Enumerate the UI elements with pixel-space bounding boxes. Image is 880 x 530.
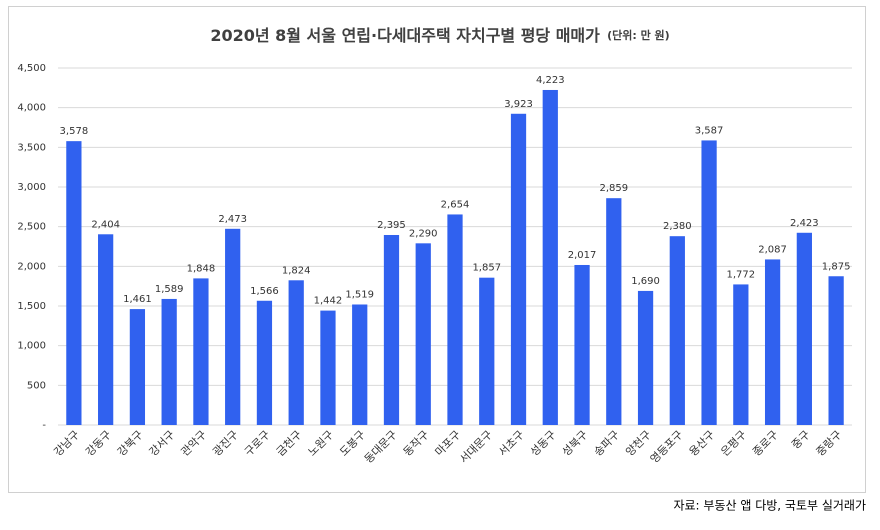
- value-label: 1,690: [631, 276, 660, 287]
- value-label: 2,404: [91, 219, 120, 230]
- bar: [447, 214, 463, 425]
- bar: [733, 284, 749, 425]
- chart-title: 2020년 8월 서울 연립·다세대주택 자치구별 평당 매매가 (단위: 만 …: [210, 26, 669, 45]
- bar: [256, 300, 273, 425]
- bar: [479, 277, 495, 425]
- bar: [669, 236, 685, 425]
- bar: [129, 309, 146, 425]
- chart-frame: [8, 6, 866, 493]
- value-label: 1,857: [472, 263, 501, 274]
- value-label: 1,566: [250, 286, 279, 297]
- value-label: 3,923: [504, 99, 533, 110]
- y-tick-label: 4,000: [17, 103, 46, 114]
- bar: [764, 259, 781, 425]
- value-label: 2,395: [377, 220, 406, 231]
- value-label: 2,654: [441, 199, 470, 210]
- bar: [796, 232, 812, 425]
- value-label: 1,772: [727, 269, 756, 280]
- value-label: 2,380: [663, 221, 692, 232]
- value-label: 1,461: [123, 294, 152, 305]
- bar: [606, 198, 622, 425]
- bar: [66, 141, 82, 426]
- bar: [225, 228, 241, 425]
- bar: [828, 276, 844, 425]
- bar: [352, 304, 368, 425]
- bar: [161, 298, 177, 425]
- value-label: 2,859: [599, 183, 628, 194]
- bar: [542, 89, 558, 425]
- bar: [574, 264, 590, 425]
- value-label: 2,087: [758, 244, 787, 255]
- bar: [288, 280, 304, 425]
- value-label: 3,578: [60, 126, 89, 137]
- value-label: 4,223: [536, 75, 565, 86]
- value-label: 1,824: [282, 265, 311, 276]
- bar: [637, 290, 654, 425]
- bar: [98, 234, 114, 425]
- value-label: 2,423: [790, 218, 819, 229]
- value-label: 2,017: [568, 250, 597, 261]
- value-label: 1,519: [345, 289, 374, 300]
- subtitle: (단위: 만 원): [607, 28, 670, 42]
- bar: [320, 310, 336, 425]
- y-tick-label: 3,000: [17, 182, 46, 193]
- value-label: 1,442: [314, 296, 343, 307]
- value-label: 1,875: [822, 261, 851, 272]
- y-tick-label: 1,000: [17, 341, 46, 352]
- y-tick-label: -: [42, 420, 46, 431]
- bar: [701, 140, 717, 425]
- value-label: 1,589: [155, 284, 184, 295]
- bar: [510, 113, 527, 425]
- y-tick-label: 500: [27, 380, 46, 391]
- y-tick-label: 2,500: [17, 222, 46, 233]
- bar: [383, 234, 400, 425]
- title: 2020년 8월 서울 연립·다세대주택 자치구별 평당 매매가: [210, 26, 600, 45]
- value-label: 2,473: [218, 214, 247, 225]
- source-note: 자료: 부동산 앱 다방, 국토부 실거래가: [673, 499, 866, 513]
- value-label: 1,848: [187, 263, 216, 274]
- value-label: 3,587: [695, 125, 724, 136]
- bar: [415, 243, 431, 425]
- y-tick-label: 4,500: [17, 63, 46, 74]
- bar: [193, 278, 209, 425]
- y-tick-label: 3,500: [17, 142, 46, 153]
- y-tick-label: 2,000: [17, 261, 46, 272]
- y-tick-label: 1,500: [17, 301, 46, 312]
- value-label: 2,290: [409, 228, 438, 239]
